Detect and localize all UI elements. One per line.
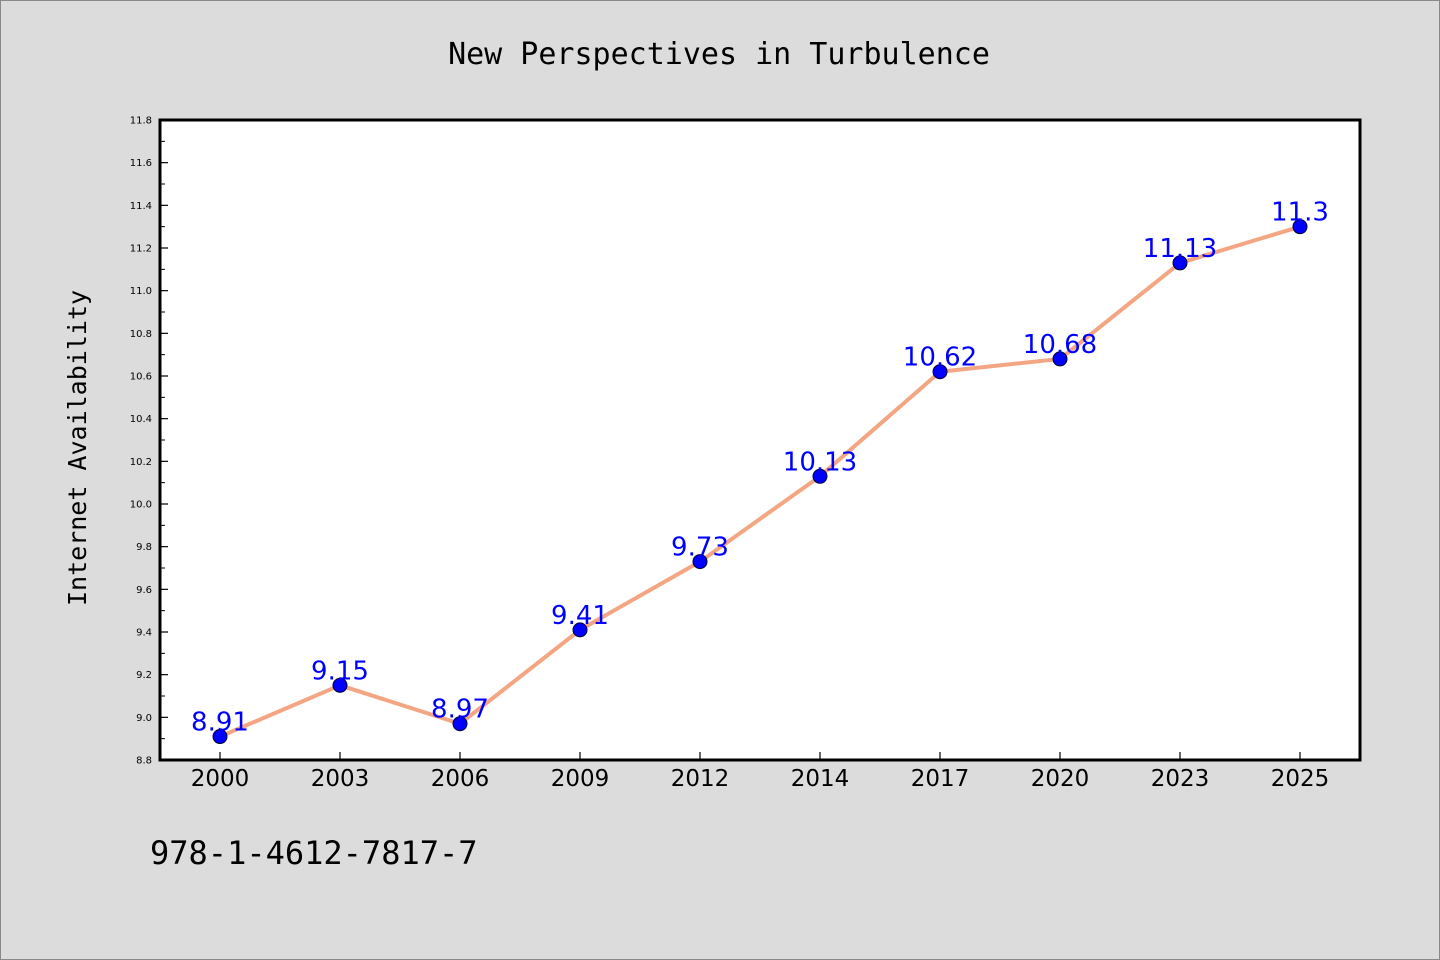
data-point	[212, 729, 228, 745]
data-label: 11.13	[1143, 234, 1217, 264]
y-tick-label: 10.0	[130, 500, 152, 511]
x-tick-label: 2009	[551, 766, 610, 792]
data-label: 10.13	[783, 447, 857, 477]
x-tick-label: 2012	[671, 766, 730, 792]
series-line	[218, 224, 1302, 739]
y-axis-label: Internet Availability	[63, 290, 92, 606]
data-point	[332, 677, 348, 693]
y-tick-label: 10.6	[130, 372, 152, 383]
plot-area	[160, 120, 1360, 760]
y-tick-label: 11.0	[130, 286, 152, 297]
x-tick-label: 2020	[1031, 766, 1090, 792]
y-tick-label: 9.4	[136, 628, 152, 639]
data-label: 9.73	[671, 533, 729, 563]
y-tick-label: 9.6	[136, 585, 152, 596]
y-tick-label: 11.8	[130, 116, 152, 127]
y-tick-label: 11.6	[130, 158, 152, 169]
x-tick-label: 2025	[1271, 766, 1330, 792]
x-tick-label: 2017	[911, 766, 970, 792]
data-label: 11.3	[1271, 198, 1329, 228]
y-tick-label: 9.8	[136, 542, 152, 553]
data-label: 9.41	[551, 601, 609, 631]
y-tick-label: 11.4	[130, 201, 152, 212]
y-tick-label: 10.2	[130, 457, 152, 468]
y-tick-label: 10.8	[130, 329, 152, 340]
data-point	[572, 622, 588, 638]
data-label: 8.97	[431, 695, 489, 725]
series-layer: 8.91 9.15 8.97 9.41 9.73 10.13 10.62 10.68 11.13…	[191, 198, 1329, 745]
data-label: 8.91	[191, 708, 249, 738]
x-tick-label: 2000	[191, 766, 250, 792]
y-tick-label: 10.4	[130, 414, 152, 425]
y-tick-label: 11.2	[130, 244, 152, 255]
data-point	[692, 554, 708, 570]
x-tick-label: 2023	[1151, 766, 1210, 792]
plot-frame	[158, 118, 1362, 762]
chart-title: New Perspectives in Turbulence	[448, 37, 990, 72]
data-point	[452, 716, 468, 732]
x-tick-label: 2006	[431, 766, 490, 792]
data-point	[1172, 255, 1188, 271]
x-tick-label: 2003	[311, 766, 370, 792]
y-tick-label: 9.2	[136, 670, 152, 681]
data-point	[1292, 219, 1308, 235]
y-tick-label: 8.8	[136, 756, 152, 767]
x-tick-label: 2014	[791, 766, 850, 792]
data-label: 10.62	[903, 343, 977, 373]
y-tick-label: 9.0	[136, 713, 152, 724]
data-point	[1052, 351, 1068, 367]
x-axis: 2000 2003 2006 2009 2012 2014 2017 2020 2023 2025	[191, 752, 1330, 792]
footer-isbn: 978-1-4612-7817-7	[150, 834, 478, 872]
data-point	[812, 468, 828, 484]
data-label: 10.68	[1023, 330, 1097, 360]
y-axis: 8.8 9.0 9.2 9.4 9.6 9.8 10.0 10.2 10.4 10.6 10.8 11…	[130, 116, 168, 767]
data-label: 9.15	[311, 656, 369, 686]
data-point	[932, 364, 948, 380]
